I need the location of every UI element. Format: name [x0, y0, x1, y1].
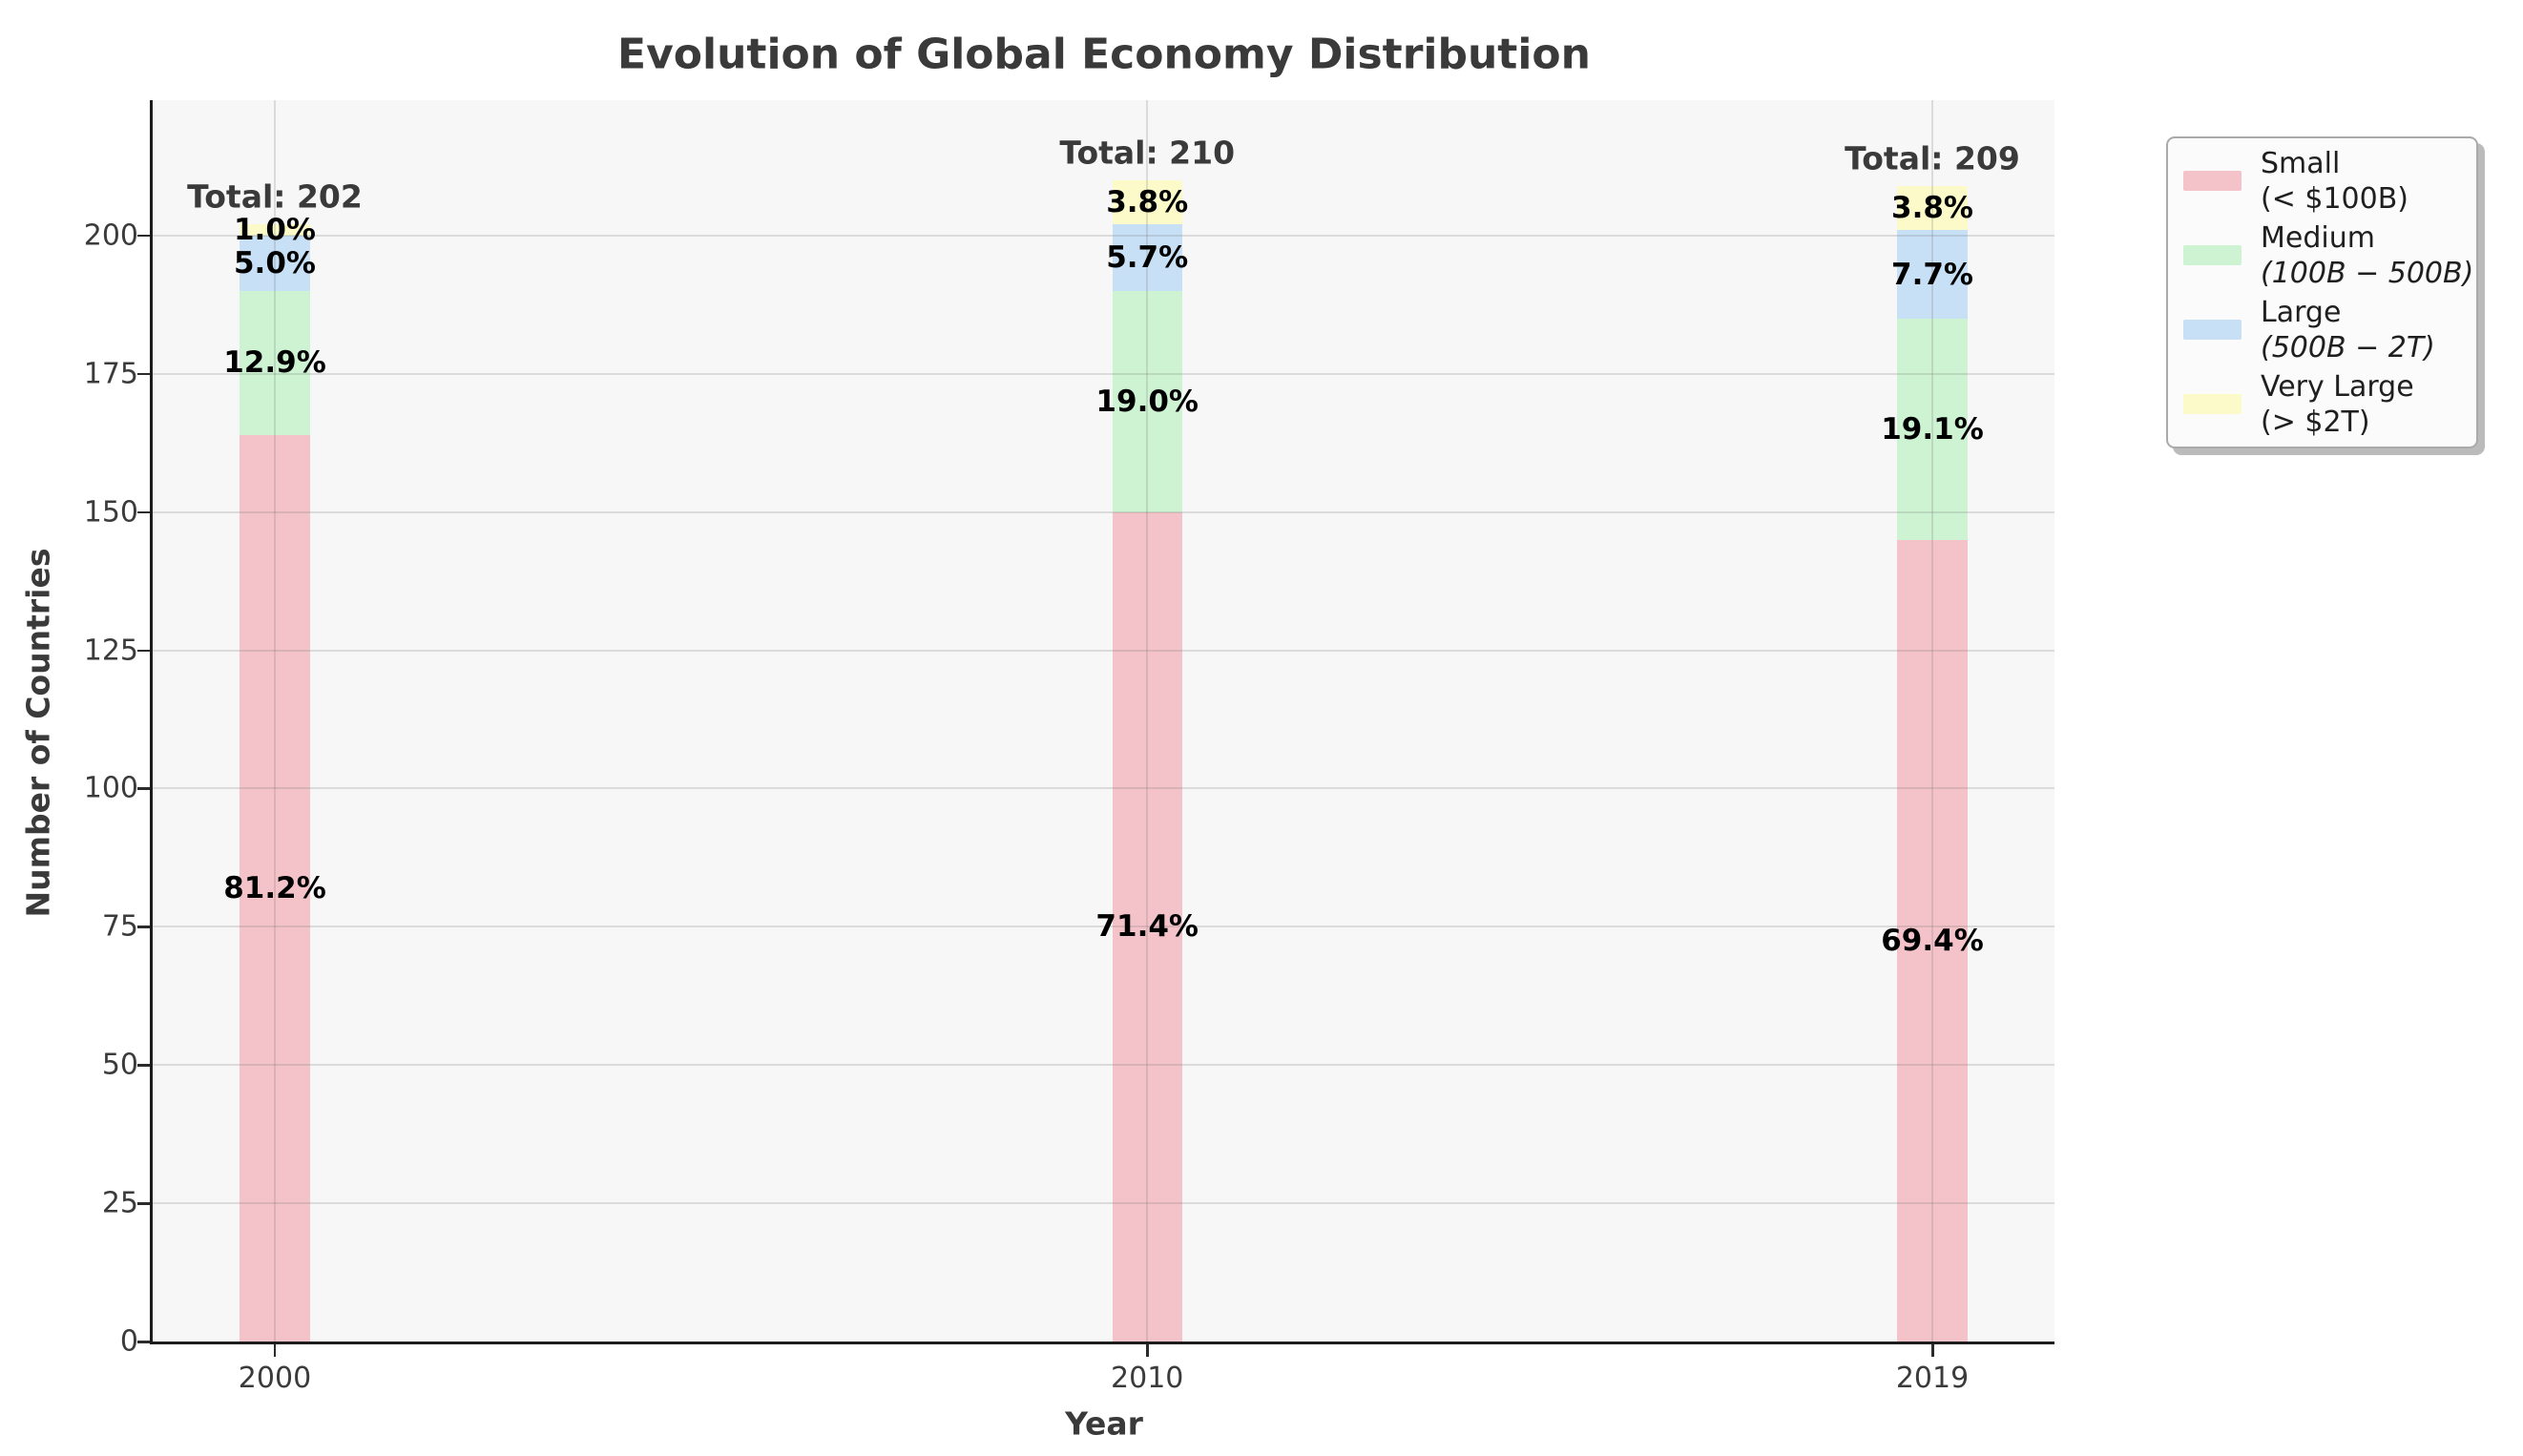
gridline-horizontal-125: [153, 649, 2054, 652]
legend-label-name: Large: [2261, 295, 2342, 329]
bar-2019-segment-very-large: [1897, 185, 1968, 231]
x-tick-label-2000: 2000: [238, 1362, 312, 1395]
y-tick-mark-100: [137, 787, 150, 790]
y-tick-mark-175: [137, 372, 150, 376]
pct-label-large-2000: 5.0%: [233, 245, 316, 281]
legend-label-small: Small (< $100B): [2261, 146, 2408, 217]
bar-2010-segment-large: [1112, 224, 1182, 291]
x-axis-spine: [150, 1342, 2054, 1344]
gridline-horizontal-150: [153, 510, 2054, 513]
y-tick-label-175: 175: [83, 357, 138, 391]
total-label-2000: Total: 202: [187, 177, 363, 216]
y-tick-mark-125: [137, 649, 150, 653]
gridline-vertical-2010: [1146, 100, 1149, 1342]
bar-2019-segment-small: [1897, 539, 1968, 1342]
gridline-vertical-2000: [273, 100, 276, 1342]
legend-item-medium: Medium (100B − 500B): [2183, 220, 2473, 291]
legend-label-name: Very Large: [2261, 369, 2414, 404]
legend-label-range: (< $100B): [2261, 181, 2409, 216]
legend-swatch-medium: [2183, 245, 2242, 265]
pct-label-small-2010: 71.4%: [1095, 909, 1199, 945]
y-axis-spine: [150, 100, 153, 1344]
legend-label-large: Large (500B − 2T): [2261, 295, 2435, 365]
x-tick-mark-2019: [1931, 1344, 1934, 1357]
pct-label-very-large-2010: 3.8%: [1106, 185, 1189, 220]
y-tick-label-25: 25: [101, 1186, 138, 1220]
legend-swatch-small: [2183, 171, 2242, 191]
y-tick-label-125: 125: [83, 634, 138, 668]
pct-label-medium-2000: 12.9%: [223, 345, 326, 381]
pct-label-medium-2019: 19.1%: [1881, 411, 1984, 447]
y-tick-label-0: 0: [119, 1324, 138, 1359]
legend-item-small: Small (< $100B): [2183, 146, 2461, 217]
legend-label-range: (> $2T): [2261, 405, 2370, 439]
y-tick-mark-150: [137, 510, 150, 514]
x-tick-mark-2000: [273, 1344, 277, 1357]
bar-2000-segment-small: [240, 434, 310, 1342]
legend-label-name: Medium: [2261, 220, 2375, 255]
y-tick-mark-50: [137, 1064, 150, 1067]
pct-label-small-2019: 69.4%: [1881, 923, 1984, 958]
y-tick-mark-0: [137, 1341, 150, 1343]
legend-label-name: Small: [2261, 146, 2341, 180]
legend-label-range: (100B − 500B): [2261, 256, 2474, 290]
legend-label-medium: Medium (100B − 500B): [2261, 220, 2473, 291]
y-tick-label-200: 200: [83, 218, 138, 253]
x-tick-label-2010: 2010: [1111, 1362, 1184, 1395]
gridline-horizontal-50: [153, 1064, 2054, 1067]
x-axis-label: Year: [1065, 1404, 1143, 1443]
gridline-horizontal-25: [153, 1202, 2054, 1205]
legend-label-very-large: Very Large (> $2T): [2261, 369, 2414, 440]
legend-label-range: (500B − 2T): [2261, 330, 2435, 364]
y-tick-mark-25: [137, 1202, 150, 1205]
bar-2010-segment-very-large: [1112, 180, 1182, 225]
gridline-horizontal-75: [153, 926, 2054, 928]
gridline-horizontal-175: [153, 372, 2054, 375]
bar-2010-segment-medium: [1112, 290, 1182, 512]
gridline-vertical-2019: [1931, 100, 1933, 1342]
y-tick-mark-200: [137, 234, 150, 238]
bar-2010-segment-small: [1112, 511, 1182, 1342]
bar-2000-segment-very-large: [240, 224, 310, 236]
y-tick-mark-75: [137, 926, 150, 928]
pct-label-small-2000: 81.2%: [223, 870, 326, 905]
legend-item-very-large: Very Large (> $2T): [2183, 369, 2461, 440]
pct-label-medium-2010: 19.0%: [1095, 384, 1199, 419]
legend-swatch-large: [2183, 320, 2242, 340]
legend-item-large: Large (500B − 2T): [2183, 295, 2461, 365]
total-label-2010: Total: 210: [1059, 134, 1236, 172]
plot-area: [153, 100, 2054, 1342]
pct-label-large-2010: 5.7%: [1106, 240, 1189, 276]
y-tick-label-150: 150: [83, 495, 138, 530]
total-label-2019: Total: 209: [1845, 139, 2020, 177]
legend-swatch-very-large: [2183, 394, 2242, 414]
legend: Small (< $100B) Medium (100B − 500B) Large (5…: [2166, 136, 2478, 448]
gridline-horizontal-200: [153, 234, 2054, 237]
pct-label-very-large-2000: 1.0%: [233, 213, 316, 248]
pct-label-very-large-2019: 3.8%: [1891, 191, 1973, 225]
pct-label-large-2019: 7.7%: [1891, 257, 1973, 292]
chart-title: Evolution of Global Economy Distribution: [617, 30, 1591, 79]
x-tick-mark-2010: [1146, 1344, 1149, 1357]
bar-2000-segment-medium: [240, 290, 310, 435]
y-axis-label: Number of Countries: [19, 548, 57, 918]
y-tick-label-50: 50: [101, 1048, 138, 1082]
bar-2019-segment-large: [1897, 230, 1968, 319]
x-tick-label-2019: 2019: [1895, 1362, 1970, 1395]
y-tick-label-100: 100: [83, 771, 138, 805]
y-tick-label-75: 75: [101, 909, 138, 944]
bar-2019-segment-medium: [1897, 318, 1968, 540]
bar-2000-segment-large: [240, 235, 310, 291]
gridline-horizontal-100: [153, 787, 2054, 790]
